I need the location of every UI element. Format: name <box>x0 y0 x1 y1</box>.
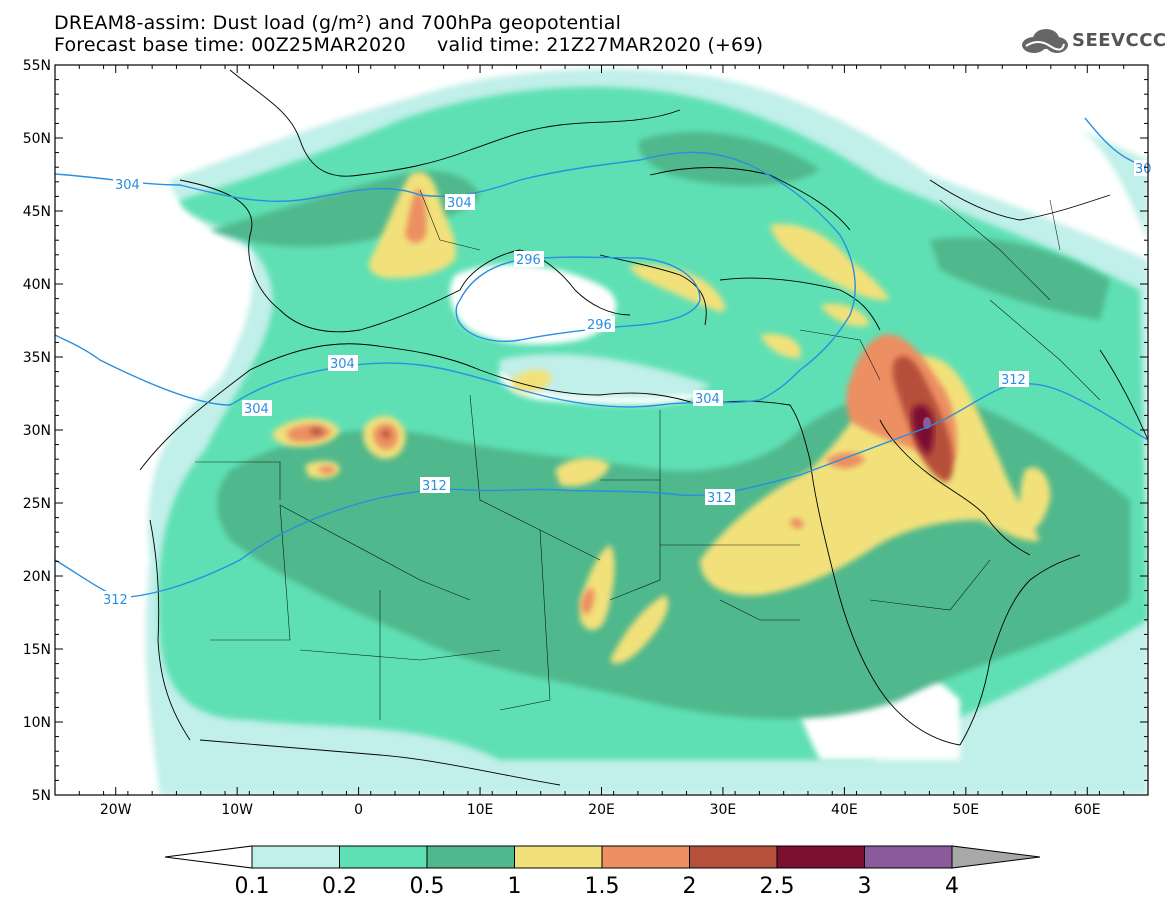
longitude-label: 20E <box>588 802 615 818</box>
latitude-label: 5N <box>32 788 51 804</box>
contour-label: 304 <box>330 357 355 372</box>
axis-ticks <box>54 64 1149 796</box>
contour-label: 304 <box>115 178 140 193</box>
longitude-label: 50E <box>952 802 979 818</box>
dust-field <box>55 65 1148 795</box>
contour-label: 304 <box>447 196 472 211</box>
contour-label: 312 <box>103 593 128 608</box>
longitude-label: 60E <box>1074 802 1101 818</box>
cloud-icon <box>1022 29 1068 53</box>
contour-label: 304 <box>244 402 269 417</box>
latitude-label: 10N <box>23 715 51 731</box>
seevccc-logo: SEEVCCC <box>1018 26 1165 56</box>
contour-label: 30 <box>1135 162 1152 177</box>
longitude-labels: 20W 10W 0 10E 20E 30E 40E 50E 60E <box>100 802 1101 818</box>
longitude-label: 30E <box>710 802 737 818</box>
contour-label: 312 <box>422 479 447 494</box>
latitude-label: 15N <box>23 642 51 658</box>
coastlines <box>139 69 1148 786</box>
contour-label: 296 <box>516 253 541 268</box>
latitude-label: 30N <box>23 423 51 439</box>
latitude-label: 50N <box>23 131 51 147</box>
latitude-label: 35N <box>23 350 51 366</box>
longitude-label: 10E <box>467 802 494 818</box>
contour-label: 312 <box>707 491 732 506</box>
latitude-label: 25N <box>23 496 51 512</box>
contour-label: 304 <box>695 392 720 407</box>
longitude-label: 20W <box>100 802 132 818</box>
latitude-label: 40N <box>23 277 51 293</box>
longitude-label: 40E <box>831 802 858 818</box>
forecast-times: Forecast base time: 00Z25MAR2020 valid t… <box>54 34 764 56</box>
logo-text: SEEVCCC <box>1072 30 1165 51</box>
latitude-labels: 55N 50N 45N 40N 35N 30N 25N 20N 15N 10N 5N <box>23 58 51 804</box>
contour-labels: 304 304 296 296 304 304 304 312 312 312 … <box>101 160 1152 608</box>
contour-label: 312 <box>1001 373 1026 388</box>
latitude-label: 45N <box>23 204 51 220</box>
longitude-label: 10W <box>221 802 253 818</box>
latitude-label: 20N <box>23 569 51 585</box>
borders <box>195 189 1101 720</box>
longitude-label: 0 <box>354 802 363 818</box>
map-title: DREAM8-assim: Dust load (g/m²) and 700hP… <box>54 12 622 34</box>
latitude-label: 55N <box>23 58 51 74</box>
contour-label: 296 <box>587 318 612 333</box>
